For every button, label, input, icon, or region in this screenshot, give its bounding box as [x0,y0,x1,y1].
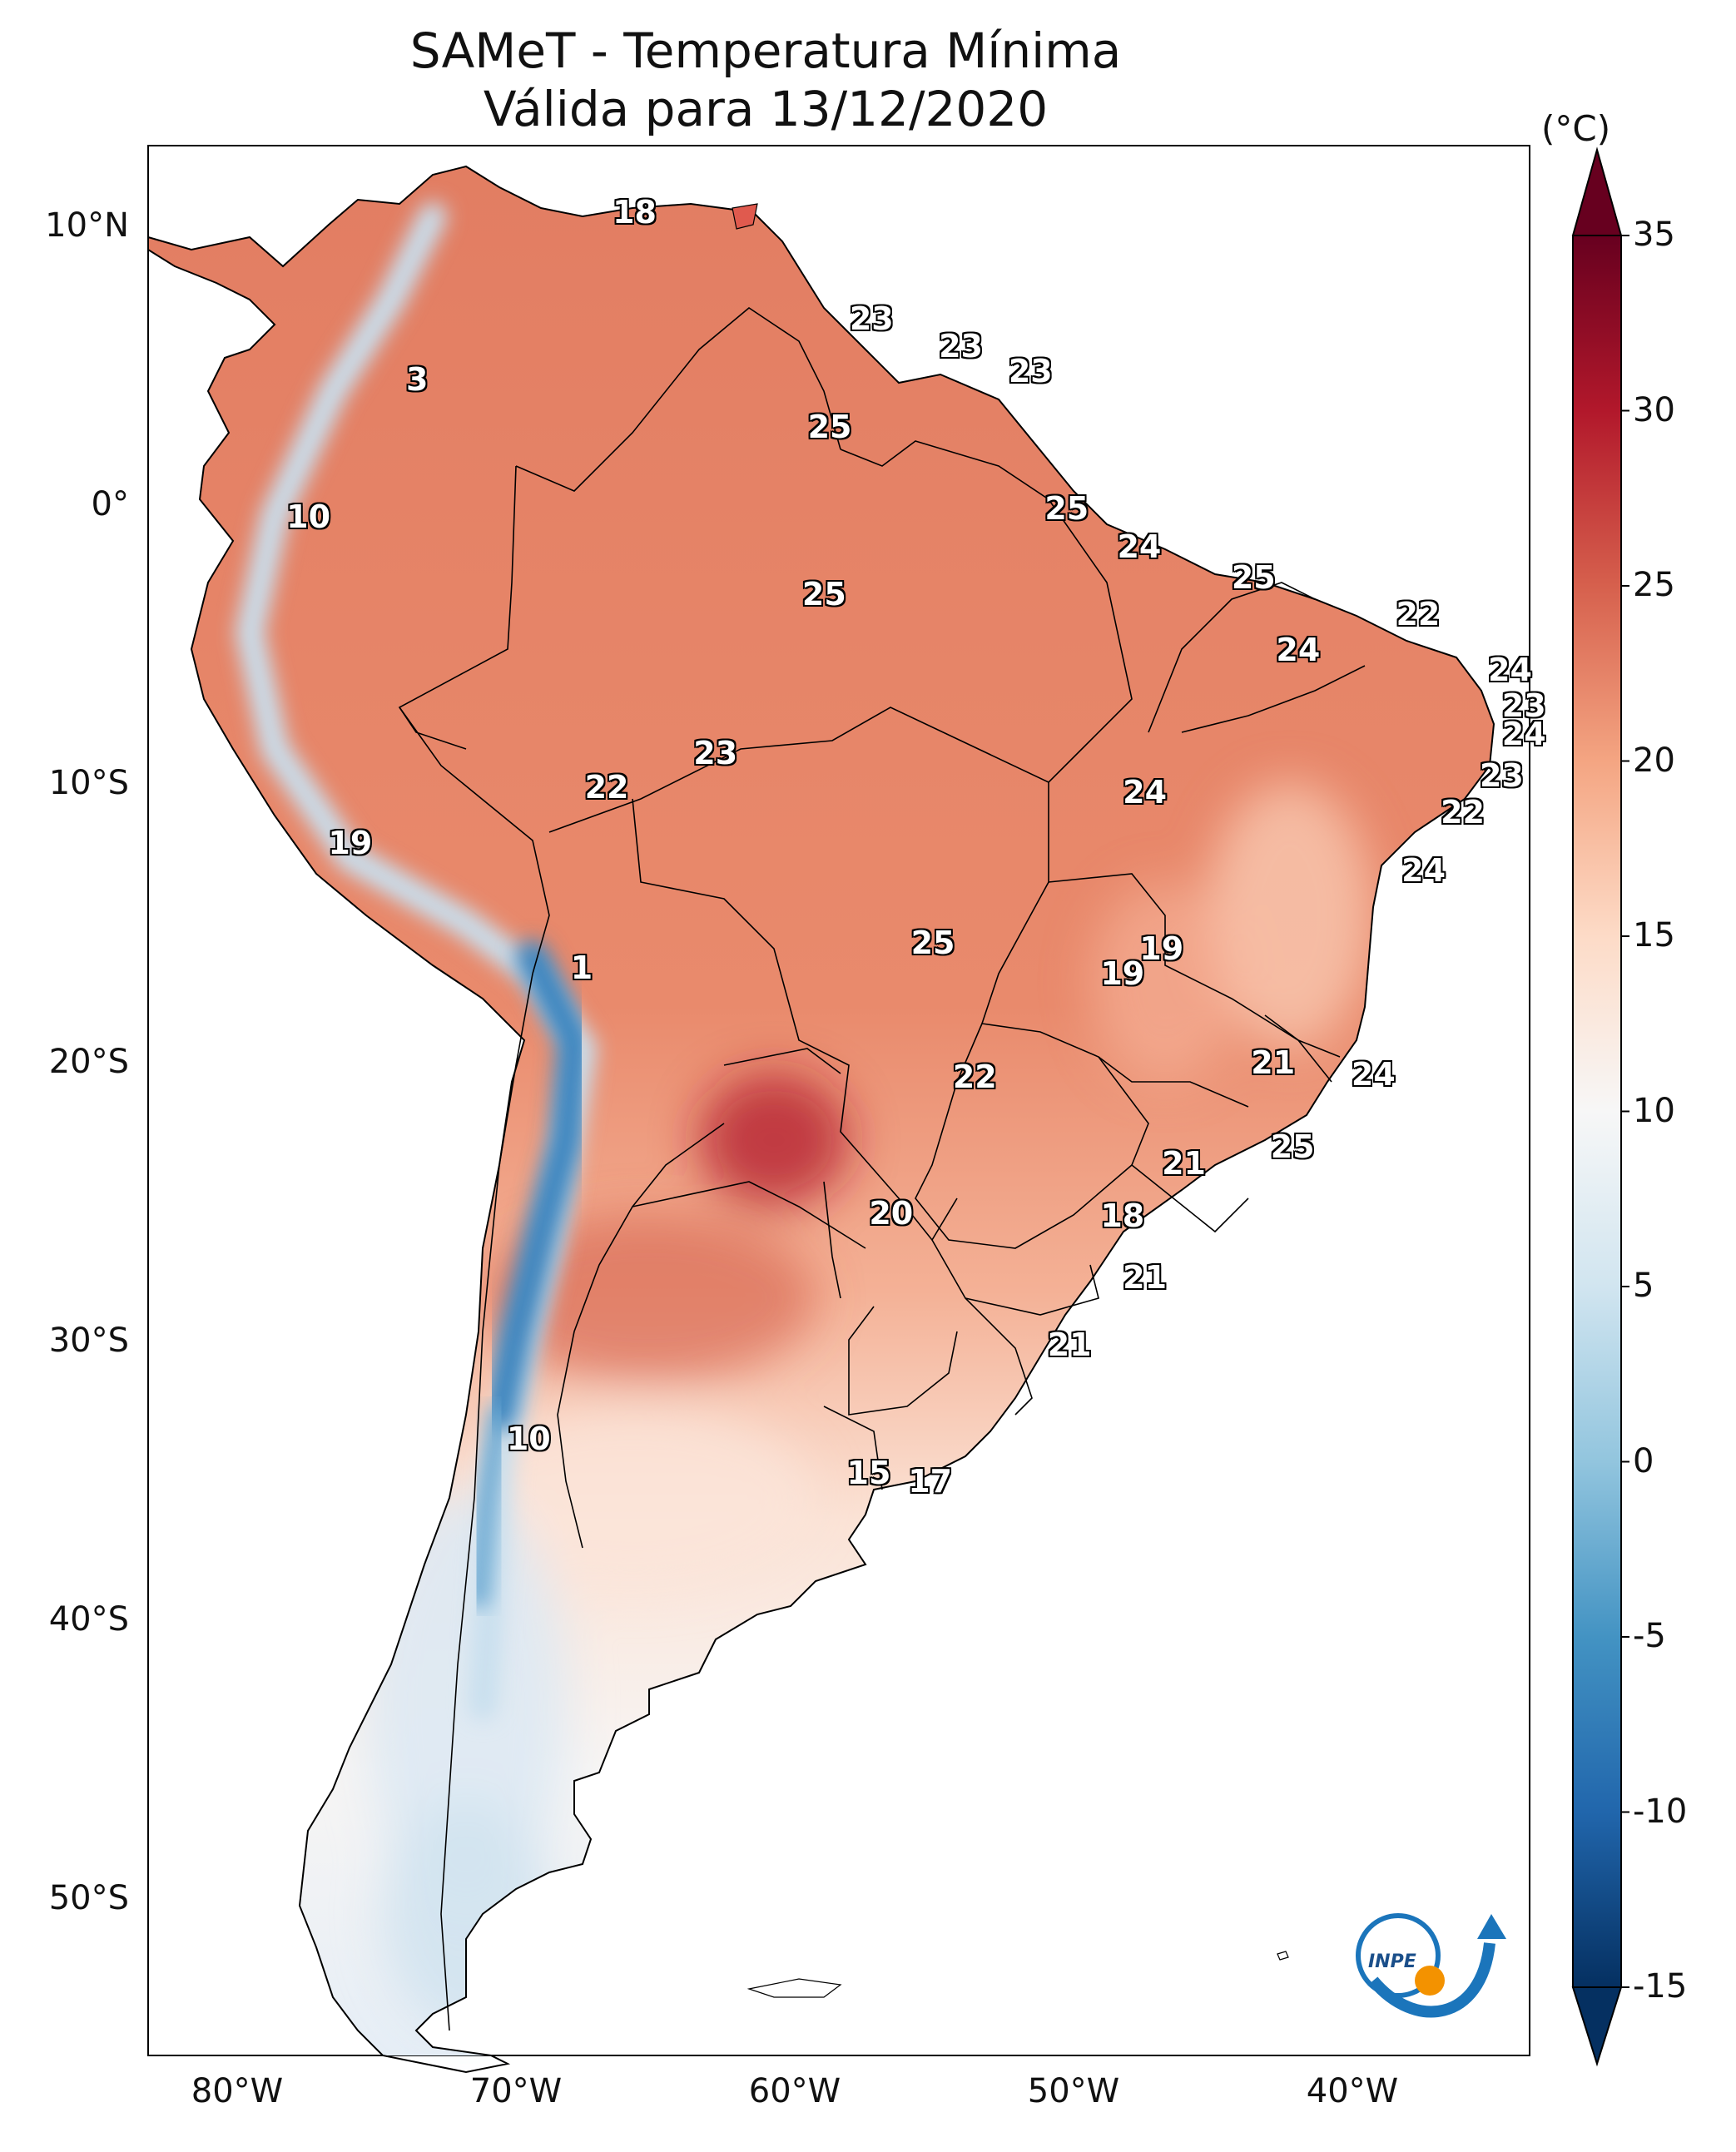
colorbar-tick-label: -15 [1633,1967,1688,2006]
lat-tick-10s: 10°S [48,764,129,802]
colorbar [1572,235,1622,1988]
station-temperature-label: 20 [869,1195,914,1232]
station-temperature-label: 24 [1123,774,1168,811]
lat-tick-40s: 40°S [48,1600,129,1639]
station-temperature-label: 21 [1162,1144,1206,1182]
lat-tick-10n: 10°N [45,206,129,245]
station-temperature-label: 19 [1100,955,1145,992]
station-temperature-label: 24 [1401,852,1446,889]
station-temperature-label: 25 [807,409,852,446]
station-temperature-label: 24 [1117,528,1162,566]
lat-tick-0: 0° [91,485,129,523]
station-temperature-label: 10 [286,498,331,535]
colorbar-tick-label: 25 [1633,566,1675,604]
colorbar-tick-label: 35 [1633,216,1675,254]
lon-tick-80w: 80°W [191,2072,284,2110]
station-temperature-label: 19 [1139,930,1184,967]
station-temperature-label: 25 [801,576,846,613]
lon-tick-70w: 70°W [469,2072,563,2110]
station-temperature-label: 22 [584,768,629,806]
station-temperature-label: 22 [952,1058,997,1095]
station-temperature-label: 21 [1251,1044,1296,1082]
station-temperature-label: 21 [1047,1326,1092,1363]
station-temperature-label: 1 [570,950,593,987]
station-temperature-label: 25 [910,925,955,962]
colorbar-unit: (°C) [1541,108,1611,149]
colorbar-tick-label: 10 [1633,1091,1675,1130]
station-temperature-label: 23 [849,300,894,337]
station-temperature-label: 25 [1270,1128,1315,1165]
station-temperature-label: 21 [1123,1259,1168,1297]
political-borders [398,307,1366,2031]
colorbar-tick-label: 0 [1633,1441,1654,1480]
station-temperature-label: 15 [846,1454,891,1491]
station-temperature-label: 10 [506,1421,551,1458]
station-temperature-label: 18 [1100,1197,1145,1235]
lat-tick-30s: 30°S [48,1321,129,1360]
lat-tick-50s: 50°S [48,1879,129,1917]
colorbar-bottom-extension [1571,1986,1623,2067]
lon-tick-60w: 60°W [748,2072,841,2110]
station-temperature-label: 25 [1044,489,1089,527]
inpe-logo: INPE [1356,1913,1506,2018]
station-temperature-label: 23 [1479,757,1524,795]
colorbar-top-extension [1571,146,1623,236]
lat-tick-20s: 20°S [48,1043,129,1081]
station-temperature-label: 19 [328,824,373,861]
lon-tick-40w: 40°W [1306,2072,1399,2110]
map-subtitle: Válida para 13/12/2020 [483,81,1049,137]
station-temperature-label: 24 [1488,651,1532,688]
inpe-logo-text: INPE [1368,1951,1416,1972]
station-temperature-label: 17 [908,1462,953,1500]
colorbar-tick-label: 30 [1633,390,1675,429]
station-temperature-label: 24 [1276,632,1321,669]
station-temperature-label: 25 [1231,559,1276,597]
colorbar-tick-label: 15 [1633,916,1675,955]
lon-tick-50w: 50°W [1027,2072,1120,2110]
colorbar-tick-label: -5 [1633,1617,1666,1655]
station-temperature-label: 24 [1501,715,1546,752]
station-temperature-label: 23 [693,735,738,772]
station-temperature-label: 22 [1396,595,1441,632]
station-temperature-label: 18 [613,194,657,231]
colorbar-tick-label: 20 [1633,741,1675,780]
station-temperature-label: 23 [1008,353,1053,390]
station-temperature-label: 23 [939,328,983,365]
map-title: SAMeT - Temperatura Mínima [409,22,1122,79]
station-temperature-label: 3 [406,361,429,399]
islands [732,203,1289,1998]
colorbar-tick-label: -10 [1633,1792,1688,1831]
station-temperature-label: 23 [1501,687,1546,725]
station-temperature-label: 22 [1441,793,1485,831]
station-temperature-label: 24 [1351,1055,1396,1093]
colorbar-tick-label: 5 [1633,1267,1654,1305]
